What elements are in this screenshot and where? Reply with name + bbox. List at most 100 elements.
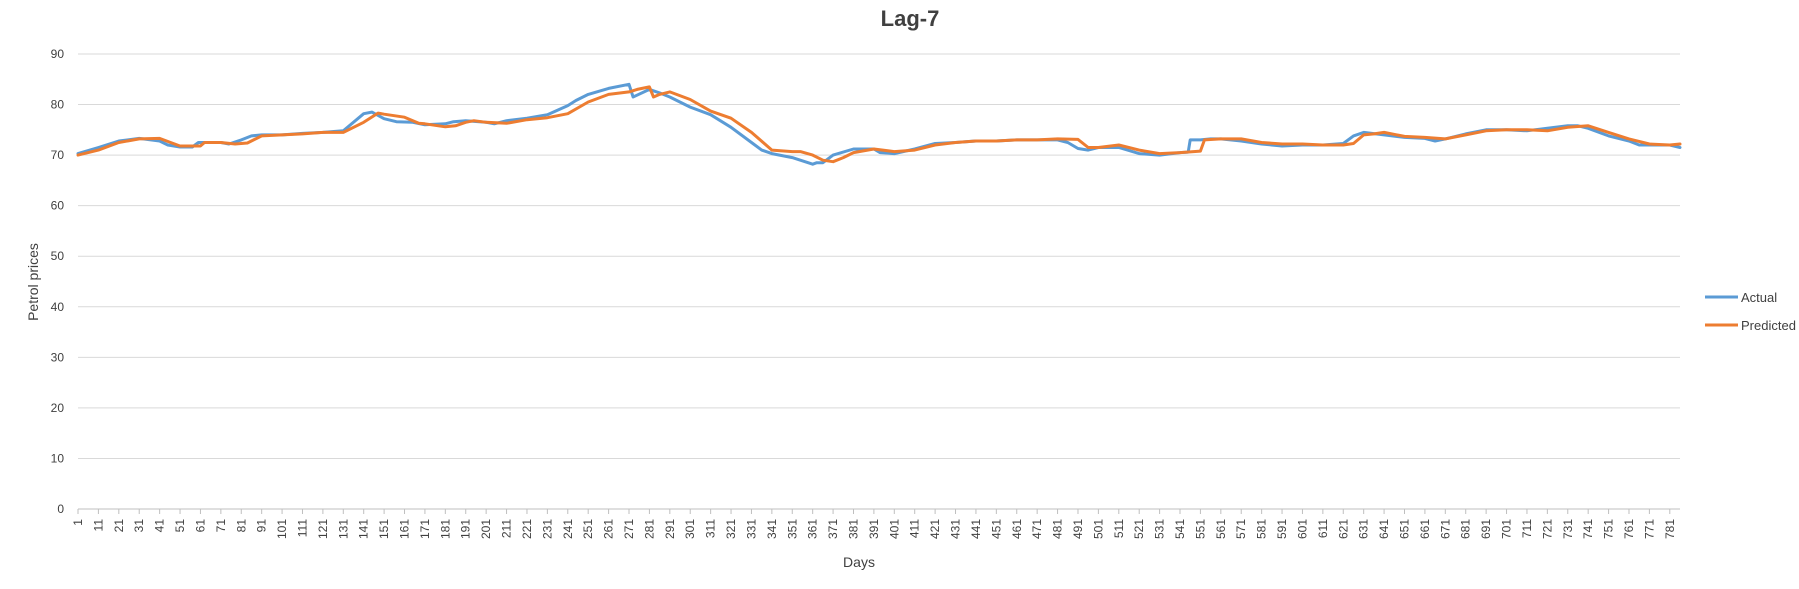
x-tick-label: 331 <box>744 519 758 539</box>
x-tick-label: 361 <box>806 519 820 539</box>
x-tick-label: 521 <box>1132 519 1146 539</box>
x-tick-label: 381 <box>846 519 860 539</box>
y-axis-ticks: 0 10 20 30 40 50 60 70 80 90 <box>51 47 65 516</box>
x-tick-label: 21 <box>112 519 126 533</box>
x-tick-label: 751 <box>1602 519 1616 539</box>
x-tick-label: 201 <box>479 519 493 539</box>
x-tick-label: 611 <box>1316 519 1330 538</box>
x-tick-label: 531 <box>1153 519 1167 539</box>
y-tick-label: 70 <box>51 148 65 162</box>
x-tick-label: 441 <box>969 519 983 539</box>
x-tick-label: 771 <box>1642 519 1656 539</box>
x-tick-label: 481 <box>1051 519 1065 539</box>
x-tick-label: 741 <box>1581 519 1595 539</box>
x-tick-label: 321 <box>724 519 738 539</box>
x-tick-label: 701 <box>1500 519 1514 539</box>
x-tick-label: 781 <box>1663 519 1677 539</box>
x-tick-label: 671 <box>1438 519 1452 539</box>
x-tick-label: 411 <box>908 519 922 538</box>
x-tick-label: 81 <box>234 519 248 533</box>
y-tick-label: 40 <box>51 300 65 314</box>
x-tick-label: 391 <box>867 519 881 539</box>
x-tick-label: 601 <box>1295 519 1309 539</box>
x-tick-label: 181 <box>438 519 452 539</box>
x-tick-label: 171 <box>418 519 432 539</box>
x-tick-label: 191 <box>459 519 473 539</box>
x-tick-label: 311 <box>704 519 718 538</box>
y-tick-label: 60 <box>51 199 65 213</box>
x-tick-label: 721 <box>1540 519 1554 539</box>
x-axis-label: Days <box>843 554 875 570</box>
x-tick-label: 221 <box>520 519 534 539</box>
x-tick-label: 11 <box>91 519 105 532</box>
x-tick-label: 41 <box>153 519 167 533</box>
legend: Actual Predicted <box>1705 290 1796 333</box>
x-tick-label: 291 <box>663 519 677 539</box>
x-tick-label: 731 <box>1561 519 1575 539</box>
x-axis-ticks: 1 11 21 31 41 51 61 71 81 91 101 111 121 131 141 151 161… <box>71 509 1677 539</box>
x-tick-label: 161 <box>398 519 412 539</box>
x-tick-label: 101 <box>275 519 289 539</box>
x-tick-label: 1 <box>71 519 85 526</box>
x-tick-label: 261 <box>602 519 616 539</box>
x-tick-label: 681 <box>1459 519 1473 539</box>
y-tick-label: 80 <box>51 98 65 112</box>
x-tick-label: 451 <box>989 519 1003 539</box>
x-tick-label: 281 <box>642 519 656 539</box>
x-tick-label: 141 <box>357 519 371 539</box>
x-tick-label: 211 <box>500 519 514 538</box>
series-line-actual <box>76 82 1682 166</box>
x-tick-label: 51 <box>173 519 187 533</box>
x-tick-label: 621 <box>1336 519 1350 539</box>
x-tick-label: 401 <box>887 519 901 539</box>
x-tick-label: 341 <box>765 519 779 539</box>
gridlines <box>78 53 1680 510</box>
x-tick-label: 691 <box>1479 519 1493 539</box>
x-tick-label: 131 <box>336 519 350 539</box>
x-tick-label: 371 <box>826 519 840 539</box>
x-tick-label: 431 <box>949 519 963 539</box>
x-tick-label: 231 <box>540 519 554 539</box>
x-tick-label: 301 <box>683 519 697 539</box>
y-tick-label: 50 <box>51 249 65 263</box>
x-tick-label: 711 <box>1520 519 1534 538</box>
x-tick-label: 641 <box>1377 519 1391 539</box>
x-tick-label: 241 <box>561 519 575 539</box>
x-tick-label: 471 <box>1030 519 1044 539</box>
x-tick-label: 91 <box>255 519 269 533</box>
x-tick-label: 541 <box>1173 519 1187 539</box>
series-line-predicted <box>76 85 1682 164</box>
chart-title: Lag-7 <box>881 6 940 31</box>
x-tick-label: 571 <box>1234 519 1248 539</box>
x-tick-label: 651 <box>1397 519 1411 539</box>
x-tick-label: 151 <box>377 519 391 539</box>
x-tick-label: 421 <box>928 519 942 539</box>
y-tick-label: 0 <box>57 502 64 516</box>
x-tick-label: 31 <box>132 519 146 533</box>
x-tick-label: 661 <box>1418 519 1432 539</box>
x-tick-label: 121 <box>316 519 330 539</box>
y-axis-label: Petrol prices <box>25 243 41 321</box>
x-tick-label: 71 <box>214 519 228 533</box>
x-tick-label: 511 <box>1112 519 1126 538</box>
y-tick-label: 90 <box>51 47 65 61</box>
x-tick-label: 461 <box>1010 519 1024 539</box>
legend-label-predicted: Predicted <box>1741 318 1796 333</box>
series-lines <box>76 82 1682 166</box>
x-tick-label: 251 <box>581 519 595 539</box>
x-tick-label: 61 <box>193 519 207 533</box>
x-tick-label: 501 <box>1091 519 1105 539</box>
x-tick-label: 111 <box>295 519 309 538</box>
y-tick-label: 30 <box>51 350 65 364</box>
x-tick-label: 581 <box>1255 519 1269 539</box>
x-tick-label: 631 <box>1357 519 1371 539</box>
y-tick-label: 10 <box>51 451 65 465</box>
x-tick-label: 271 <box>622 519 636 539</box>
x-tick-label: 351 <box>785 519 799 539</box>
x-tick-label: 551 <box>1193 519 1207 539</box>
x-tick-label: 491 <box>1071 519 1085 539</box>
x-tick-label: 561 <box>1214 519 1228 539</box>
y-tick-label: 20 <box>51 401 65 415</box>
